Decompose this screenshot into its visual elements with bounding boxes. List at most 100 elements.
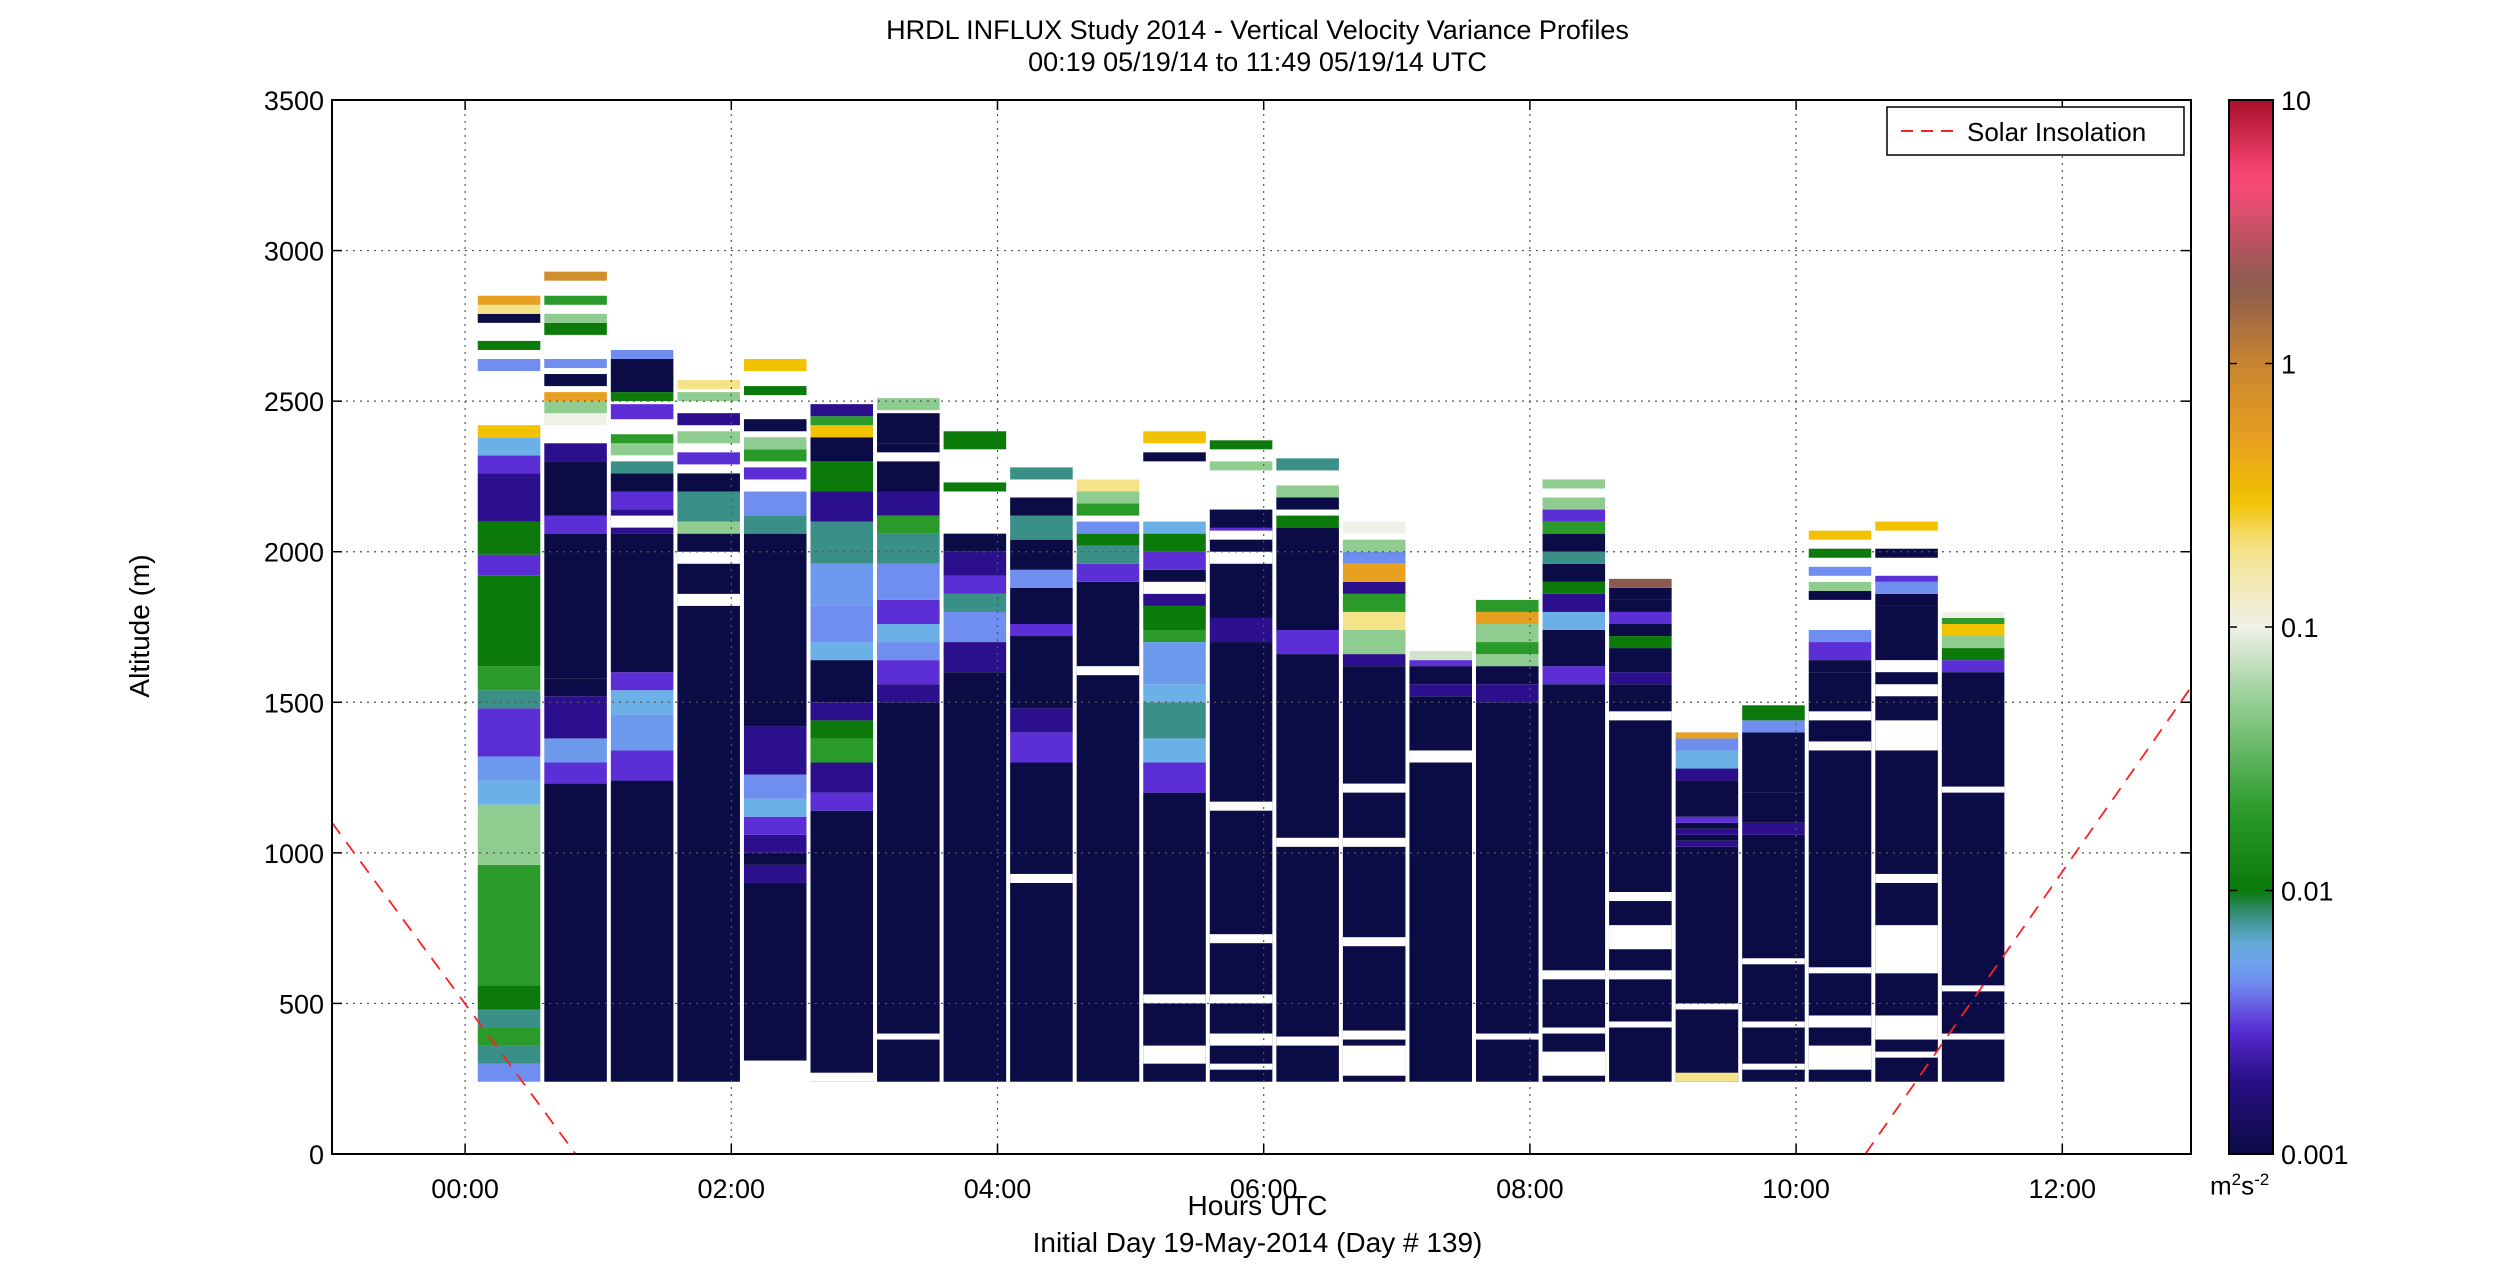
- profile-cell: [1609, 636, 1672, 649]
- profile-cell: [1941, 611, 2005, 618]
- x-tick-label: 08:00: [1496, 1174, 1564, 1204]
- profile-cell-isolated: [1875, 548, 1938, 558]
- profile-cell: [1276, 515, 1339, 528]
- profile-cell-isolated: [677, 413, 740, 426]
- y-tick-label: 1000: [264, 839, 324, 869]
- y-axis-label: Altitude (m): [124, 554, 155, 698]
- profile-cell: [477, 1045, 541, 1064]
- profile-cell: [1675, 816, 1739, 823]
- profile-cell: [1143, 684, 1206, 703]
- profile-cell-isolated: [1276, 485, 1339, 498]
- profile-cell: [1076, 533, 1140, 546]
- profile-cell: [1542, 666, 1606, 685]
- profile-cell: [477, 425, 541, 438]
- y-tick-label: 2000: [264, 538, 324, 568]
- profile-cell: [1475, 702, 1539, 1082]
- profile-gap: [1742, 958, 1805, 965]
- x-tick-label: 12:00: [2029, 1174, 2097, 1204]
- profile-cell-isolated: [1409, 651, 1472, 661]
- profile-cell: [1542, 521, 1606, 534]
- profile-cell: [544, 783, 607, 1082]
- profile-cell-isolated: [677, 392, 740, 402]
- y-tick-label: 3000: [264, 237, 324, 267]
- profile-cell-isolated: [677, 452, 740, 465]
- profile-cell: [1143, 702, 1206, 739]
- profile-cell: [877, 660, 940, 685]
- profile-cell: [877, 642, 940, 661]
- profile-cell-isolated: [1475, 599, 1539, 612]
- profile-gap: [1875, 1015, 1938, 1040]
- profile-cell: [1542, 630, 1606, 667]
- profile-gap: [1276, 1036, 1339, 1046]
- colorbar-unit: m2s-2: [2210, 1170, 2269, 1202]
- x-tick-label: 10:00: [1762, 1174, 1830, 1204]
- profile-cell: [943, 672, 1007, 1082]
- profile-cell-isolated: [1276, 497, 1339, 510]
- profile-cell: [677, 521, 740, 534]
- y-axis-ticks: 0 500 1000 1500 2000 2500 3000 3500: [264, 86, 2191, 1170]
- profile-gap: [1808, 741, 1872, 751]
- profile-cell: [1209, 642, 1273, 1082]
- profile-cell: [743, 774, 807, 799]
- profile-cell: [943, 611, 1007, 643]
- profile-cell: [1742, 822, 1805, 835]
- profile-cell-isolated: [1010, 467, 1073, 480]
- profile-gap: [1542, 1051, 1606, 1076]
- profile-cell-isolated: [610, 404, 674, 420]
- profile-gap: [677, 551, 740, 564]
- profile-cell: [544, 461, 607, 516]
- profile-cell: [477, 708, 541, 757]
- profile-cell: [477, 864, 541, 986]
- profile-cell: [1342, 611, 1406, 631]
- profile-cell-isolated: [477, 304, 541, 314]
- profile-cell: [544, 515, 607, 534]
- profile-cell: [1675, 822, 1739, 829]
- profile-cell-isolated: [1342, 521, 1406, 534]
- profile-cell: [1941, 672, 2005, 1082]
- profile-cell: [877, 563, 940, 600]
- profile-cell: [1143, 551, 1206, 570]
- profile-cell-isolated: [544, 413, 607, 426]
- profile-gap: [1609, 925, 1672, 950]
- x-tick-label: 04:00: [964, 1174, 1032, 1204]
- profile-cell: [1010, 636, 1073, 709]
- legend-box: [1886, 106, 2185, 156]
- profile-cell-isolated: [677, 431, 740, 444]
- profile-cell: [743, 726, 807, 775]
- profile-cell: [1010, 497, 1073, 516]
- profile-cell: [1675, 732, 1739, 739]
- profile-cell: [943, 642, 1007, 673]
- profile-cell: [610, 780, 674, 1082]
- profile-cell-isolated: [743, 386, 807, 396]
- profile-cell: [1675, 738, 1739, 751]
- profile-cell-isolated: [544, 322, 607, 335]
- profile-cell: [1076, 581, 1140, 1082]
- profile-cell-isolated: [1076, 503, 1140, 516]
- profile-cell-isolated: [1143, 431, 1206, 444]
- x-tick-label: 06:00: [1230, 1174, 1298, 1204]
- profile-cell: [1675, 780, 1739, 817]
- profile-cell: [477, 1009, 541, 1028]
- profile-cell: [810, 521, 874, 564]
- profile-cell-isolated: [1076, 479, 1140, 492]
- profile-cell: [877, 599, 940, 624]
- profile-cell: [743, 864, 807, 883]
- profile-gap: [1609, 892, 1672, 902]
- profile-cell-isolated: [810, 425, 874, 438]
- profile-cell: [1276, 654, 1339, 1082]
- profile-cell-isolated: [610, 349, 674, 359]
- profile-cell: [810, 437, 874, 462]
- profile-cell: [1010, 708, 1073, 733]
- profile-cell-isolated: [544, 358, 607, 369]
- profile-cell: [1675, 750, 1739, 769]
- profile-cell: [1808, 660, 1872, 673]
- profile-gap: [1276, 837, 1339, 847]
- profile-gap: [1542, 970, 1606, 980]
- profile-cell: [544, 762, 607, 784]
- profile-cell: [477, 666, 541, 691]
- profile-cell: [1076, 521, 1140, 534]
- profile-gap: [1209, 530, 1273, 540]
- profile-gap: [1808, 967, 1872, 974]
- profile-cell: [1941, 636, 2005, 649]
- profile-cells: [477, 271, 2005, 1082]
